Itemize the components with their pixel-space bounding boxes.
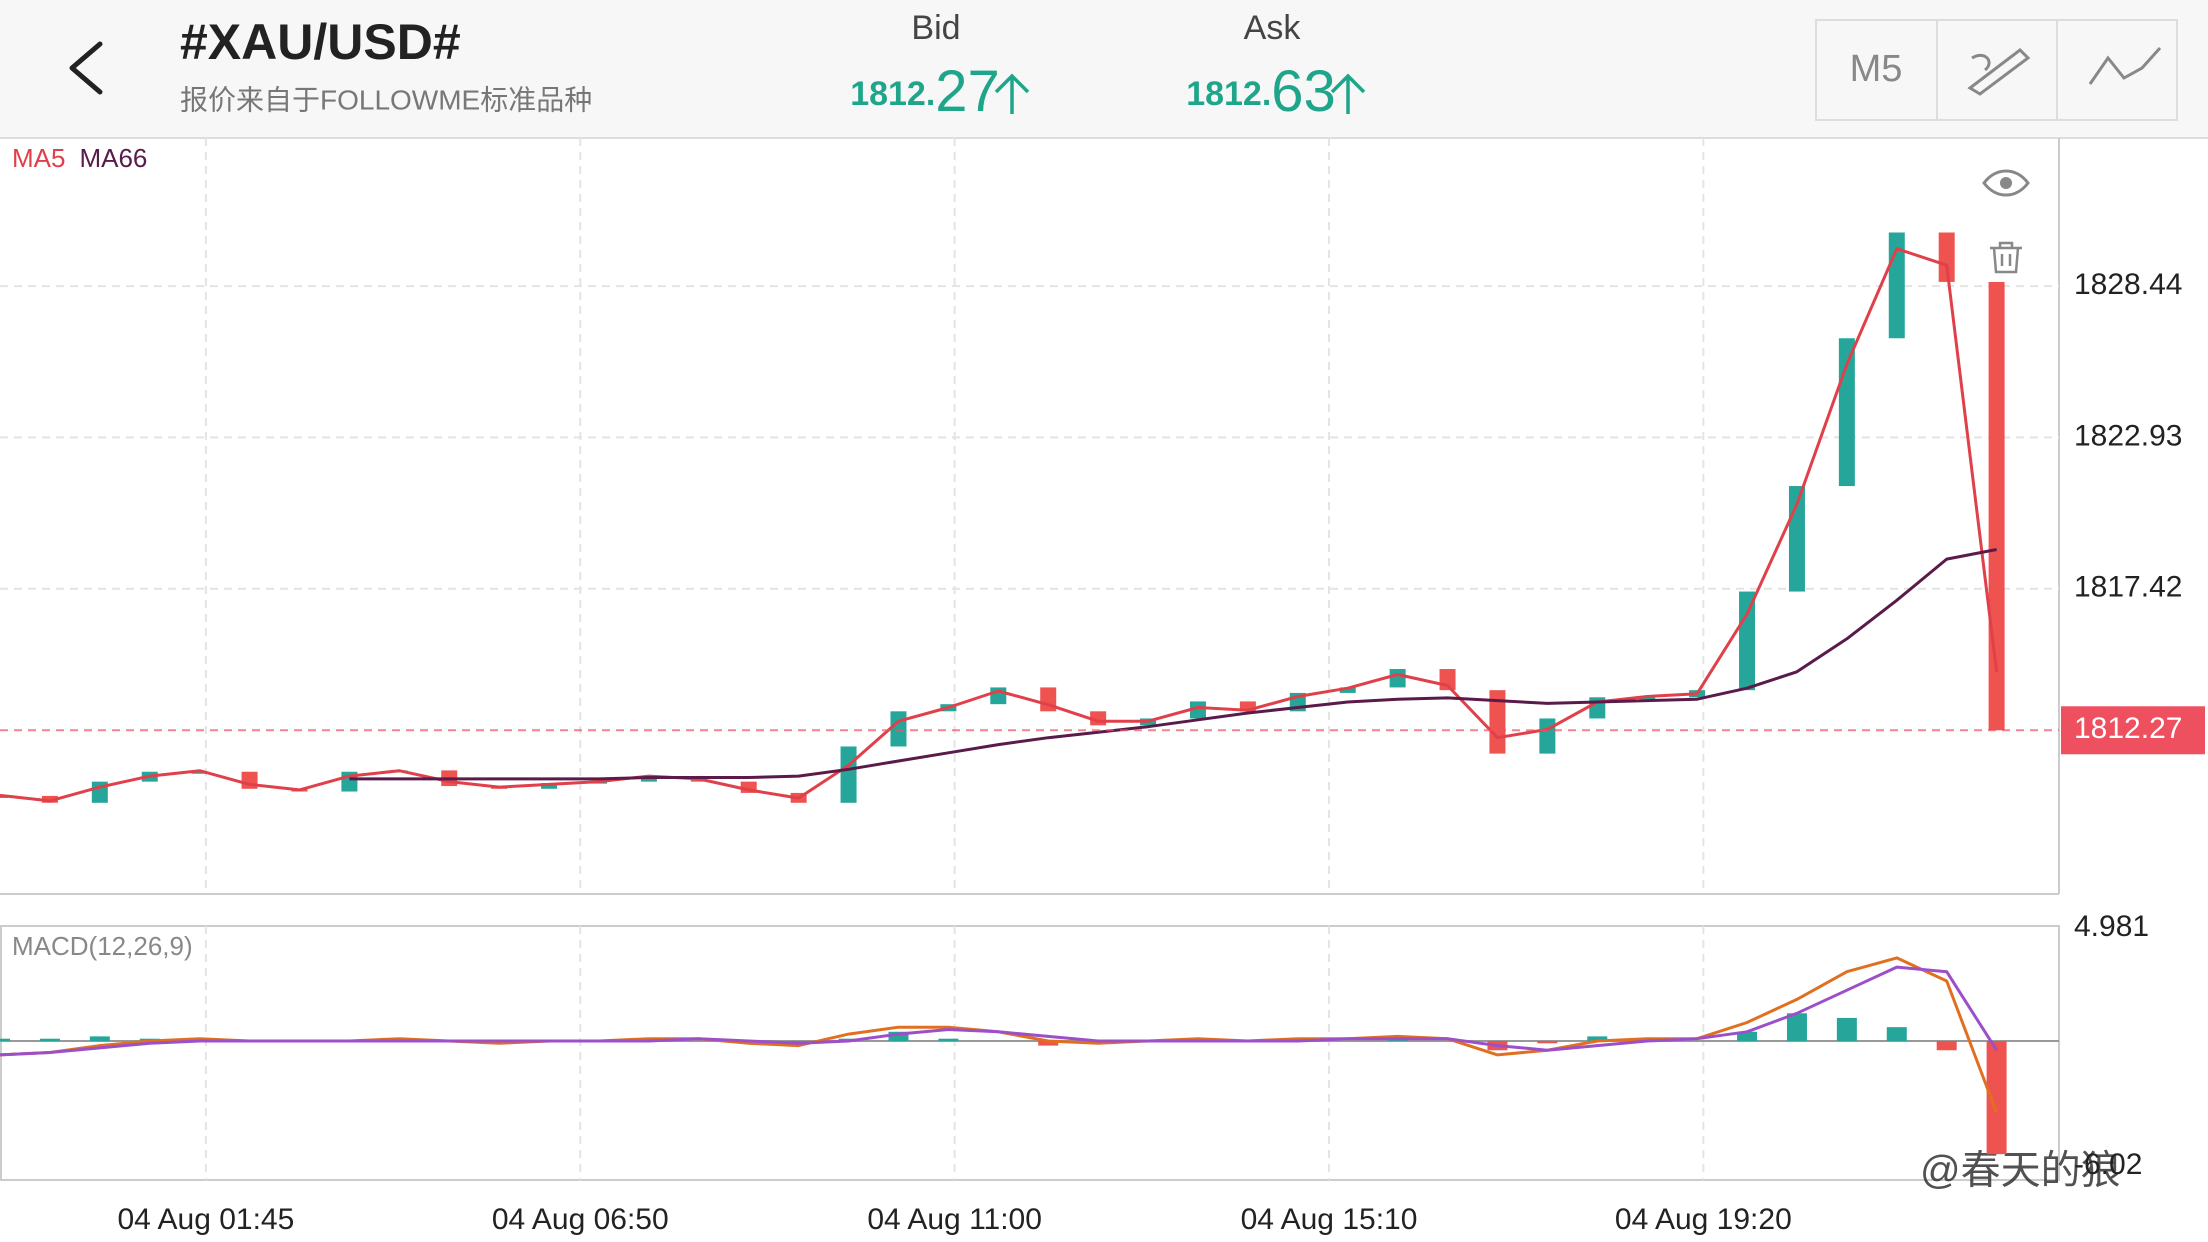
- histogram-bar: [938, 1038, 959, 1042]
- x-tick-label: 04 Aug 06:50: [492, 1203, 669, 1236]
- candle: [191, 771, 208, 774]
- draw-tool-button[interactable]: [1967, 48, 2031, 96]
- y-tick-label: 4.981: [2074, 910, 2149, 943]
- ma-line: [0, 247, 1999, 803]
- symbol-subtitle: 报价来自于FOLLOWME标准品种: [180, 84, 592, 115]
- x-tick-label: 04 Aug 01:45: [117, 1203, 294, 1236]
- histogram-bar: [1836, 1017, 1857, 1042]
- histogram-bar: [1786, 1013, 1807, 1042]
- macd-label: MACD(12,26,9): [12, 931, 193, 961]
- histogram-bar: [1587, 1036, 1608, 1042]
- x-tick-label: 04 Aug 19:20: [1615, 1203, 1792, 1236]
- watermark: @春天的狼: [1920, 1149, 2121, 1193]
- candle: [1389, 669, 1406, 688]
- histogram-bar: [0, 1038, 10, 1042]
- visibility-toggle[interactable]: [1982, 169, 2030, 197]
- candle: [1739, 591, 1756, 691]
- y-tick-label: 1828.44: [2074, 268, 2182, 301]
- y-tick-label: -6.02: [2074, 1148, 2142, 1181]
- histogram-bar: [1886, 1027, 1907, 1042]
- y-tick-label: 1817.42: [2074, 571, 2182, 604]
- x-tick-label: 04 Aug 11:00: [867, 1203, 1042, 1236]
- ask-price: 1812.63: [1186, 59, 1336, 124]
- y-tick-label: 1822.93: [2074, 419, 2182, 452]
- macd-pane: [0, 925, 2060, 1181]
- legend-entry: MA5: [12, 143, 65, 173]
- macd-line: [0, 965, 1998, 1057]
- ma-line: [349, 548, 1997, 781]
- last-price-label: 1812.27: [2074, 712, 2182, 745]
- histogram-bar: [1737, 1031, 1758, 1042]
- bid-up-arrow: [994, 73, 1030, 114]
- candle: [740, 781, 757, 793]
- histogram-bar: [1936, 1041, 1957, 1051]
- histogram-bar: [89, 1036, 110, 1042]
- legend: MA5 MA66: [12, 143, 147, 173]
- legend-entry: MA66: [79, 143, 147, 173]
- candle: [1189, 701, 1206, 719]
- symbol-title: #XAU/USD#: [180, 14, 461, 70]
- ask-up-arrow: [1330, 73, 1366, 114]
- candle: [1539, 718, 1556, 754]
- back-button[interactable]: [69, 41, 103, 95]
- candle: [890, 711, 907, 747]
- bid-label: Bid: [911, 9, 960, 47]
- histogram-bar: [1986, 1041, 2007, 1155]
- timeframe-button[interactable]: M5: [1850, 48, 1903, 90]
- candle: [1938, 232, 1955, 282]
- x-tick-label: 04 Aug 15:10: [1241, 1203, 1418, 1236]
- histogram-bar: [1537, 1041, 1558, 1044]
- last-price-box: [2061, 706, 2205, 755]
- ask-label: Ask: [1244, 9, 1302, 47]
- macd-line: [0, 956, 1999, 1114]
- candle: [1639, 697, 1656, 700]
- candle: [840, 746, 857, 803]
- delete-indicator[interactable]: [1990, 241, 2022, 274]
- histogram-bar: [888, 1031, 909, 1042]
- candle: [1239, 701, 1256, 712]
- indicator-button[interactable]: [2088, 46, 2162, 85]
- candle: [1339, 687, 1356, 693]
- candle: [1988, 281, 2005, 731]
- histogram-bar: [39, 1038, 60, 1042]
- bid-price: 1812.27: [850, 59, 1000, 124]
- histogram-bar: [1038, 1041, 1059, 1046]
